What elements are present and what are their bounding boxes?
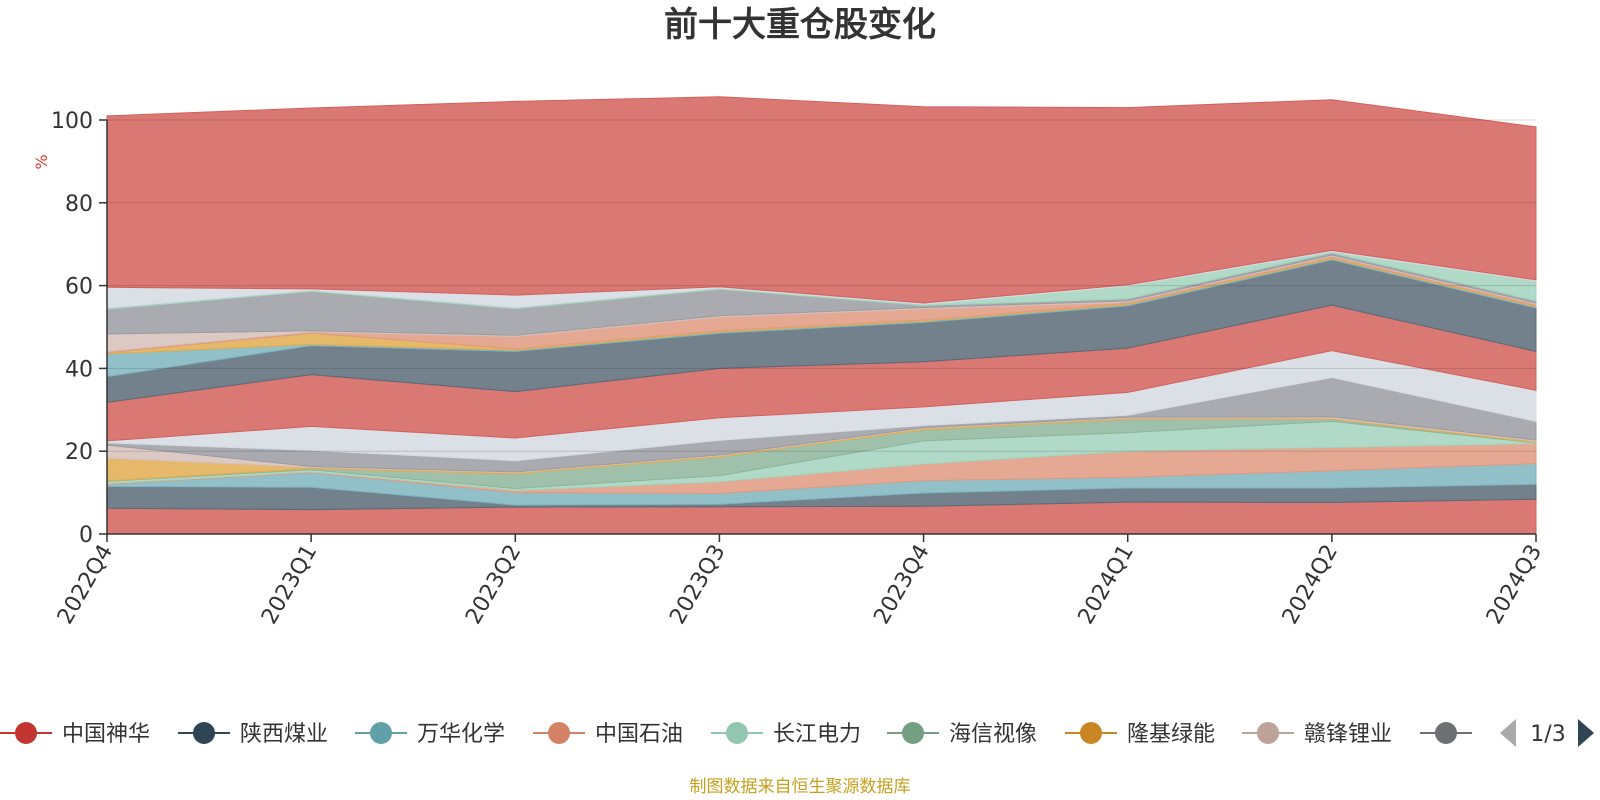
legend-item[interactable]: 万华化学 xyxy=(355,722,505,747)
legend-label: 徐 xyxy=(1482,722,1504,747)
legend-label: 隆基绿能 xyxy=(1127,722,1215,747)
legend-label: 中国神华 xyxy=(62,722,150,747)
x-tick-label: 2023Q2 xyxy=(461,541,526,629)
legend-marker xyxy=(1435,722,1457,744)
legend-item[interactable]: 海信视像 xyxy=(887,722,1037,747)
x-tick-label: 2023Q1 xyxy=(257,541,322,629)
legend-label: 长江电力 xyxy=(773,722,861,747)
y-axis-unit: % xyxy=(32,154,51,169)
chart-title: 前十大重仓股变化 xyxy=(664,5,936,45)
x-tick-label: 2024Q2 xyxy=(1278,541,1343,629)
legend-marker xyxy=(370,722,392,744)
triangle-left-icon[interactable] xyxy=(1500,719,1516,747)
y-tick-label: 100 xyxy=(51,109,93,134)
y-tick-label: 0 xyxy=(79,523,93,548)
legend-label: 陕西煤业 xyxy=(240,722,328,747)
legend-item[interactable]: 长江电力 xyxy=(711,722,861,747)
legend-marker xyxy=(193,722,215,744)
legend-item[interactable]: 赣锋锂业 xyxy=(1242,722,1392,747)
x-tick-label: 2022Q4 xyxy=(53,541,118,629)
x-tick-label: 2024Q3 xyxy=(1482,541,1547,629)
y-tick-label: 80 xyxy=(65,192,93,217)
y-tick-label: 40 xyxy=(65,357,93,382)
x-tick-label: 2023Q3 xyxy=(665,541,730,629)
legend-marker xyxy=(548,722,570,744)
y-tick-label: 60 xyxy=(65,275,93,300)
x-tick-label: 2023Q4 xyxy=(869,541,934,629)
legend-marker xyxy=(726,722,748,744)
legend-item[interactable]: 中国石油 xyxy=(533,722,683,747)
legend-item[interactable]: 徐 xyxy=(1420,722,1504,747)
legend-page-indicator: 1/3 xyxy=(1530,722,1565,747)
legend-marker xyxy=(1257,722,1279,744)
source-note: 制图数据来自恒生聚源数据库 xyxy=(690,777,911,797)
triangle-right-icon[interactable] xyxy=(1578,719,1594,747)
legend-pager: 1/3 xyxy=(1500,719,1594,747)
legend-label: 中国石油 xyxy=(595,722,683,747)
legend-label: 万华化学 xyxy=(417,722,505,747)
y-tick-label: 20 xyxy=(65,440,93,465)
legend-item[interactable]: 陕西煤业 xyxy=(178,722,328,747)
legend-item[interactable]: 隆基绿能 xyxy=(1065,722,1215,747)
x-tick-label: 2024Q1 xyxy=(1074,541,1139,629)
legend-label: 赣锋锂业 xyxy=(1304,722,1392,747)
legend-item[interactable]: 中国神华 xyxy=(0,722,150,747)
legend-marker xyxy=(1080,722,1102,744)
area-layers xyxy=(106,96,1537,535)
legend-marker xyxy=(902,722,924,744)
legend-label: 海信视像 xyxy=(949,722,1037,747)
grid-lines xyxy=(107,119,1536,452)
area-series-20 xyxy=(106,96,1537,304)
legend: 中国神华 陕西煤业 万华化学 中国石油 长江电力 海信视像 隆基绿能 赣锋锂业 徐 xyxy=(0,722,1504,747)
legend-marker xyxy=(15,722,37,744)
